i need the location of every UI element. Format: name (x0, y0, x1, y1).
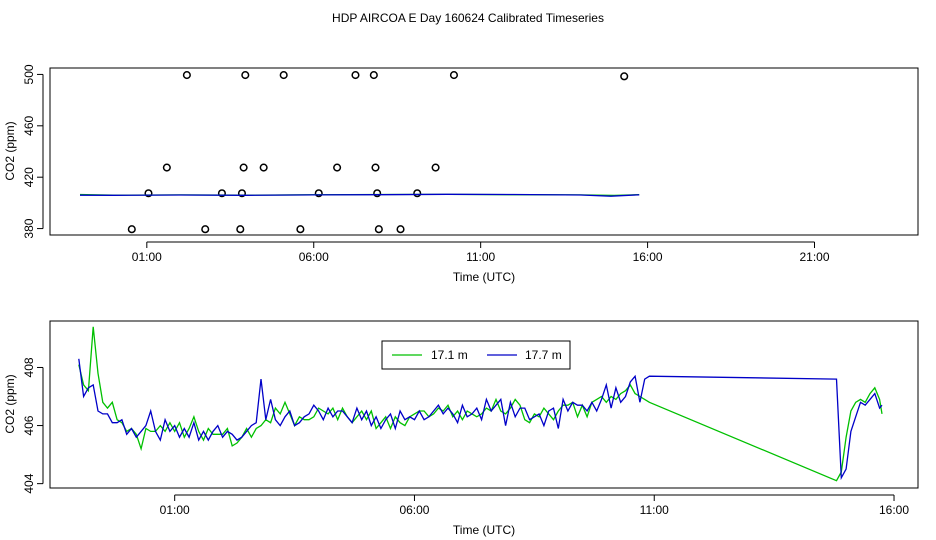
calibration-point (201, 225, 210, 234)
series-line-2 (79, 193, 640, 197)
y-tick-label: 406 (22, 415, 36, 435)
calibration-point (373, 189, 382, 198)
calibration-point (333, 163, 342, 172)
bottom-plot-frame (49, 320, 919, 489)
bottom-y-axis-label: CO2 (ppm) (3, 374, 17, 433)
x-tick-label: 11:00 (640, 503, 669, 517)
calibration-point (374, 225, 383, 234)
x-tick-label: 06:00 (299, 250, 329, 264)
top-y-axis: 380 420 460 500 (22, 64, 44, 239)
top-y-axis-label: CO2 (ppm) (3, 121, 17, 180)
calibration-point (241, 71, 250, 80)
calibration-point (162, 163, 171, 172)
chart-legend: 17.1 m 17.7 m (381, 340, 571, 370)
calibration-point (239, 163, 248, 172)
bottom-x-axis: 01:00 06:00 11:00 16:00 (160, 494, 909, 517)
x-tick-label: 06:00 (399, 503, 429, 517)
calibration-point (431, 163, 440, 172)
y-tick-label: 500 (22, 64, 36, 84)
calibration-point (371, 163, 380, 172)
legend-label-series-1: 17.1 m (431, 348, 468, 362)
y-tick-label: 408 (22, 357, 36, 377)
top-x-axis-label: Time (UTC) (453, 270, 515, 284)
bottom-chart-panel: 01:00 06:00 11:00 16:00 404 406 408 Time (UTC… (3, 320, 919, 537)
y-tick-label: 404 (22, 473, 36, 493)
x-tick-label: 16:00 (879, 503, 909, 517)
calibration-point (620, 72, 629, 81)
bottom-y-axis: 404 406 408 (22, 357, 44, 494)
x-tick-label: 16:00 (633, 250, 663, 264)
calibration-point (296, 225, 305, 234)
calibration-point (144, 189, 153, 198)
calibration-point (413, 189, 422, 198)
calibration-point (351, 71, 360, 80)
page-title: HDP AIRCOA E Day 160624 Calibrated Times… (332, 11, 604, 25)
calibration-point (259, 163, 268, 172)
calibration-point (279, 71, 288, 80)
series-line-1 (78, 326, 883, 482)
calibration-point (182, 71, 191, 80)
bottom-x-axis-label: Time (UTC) (453, 523, 515, 537)
calibration-point (237, 189, 247, 198)
calibration-point (217, 189, 226, 198)
top-plot-frame (49, 67, 919, 236)
calibration-point (314, 189, 323, 198)
calibration-point (449, 71, 459, 80)
bottom-series-lines (78, 326, 883, 482)
x-tick-label: 21:00 (799, 250, 829, 264)
x-tick-label: 11:00 (466, 250, 495, 264)
y-tick-label: 420 (22, 167, 36, 187)
calibration-point (396, 225, 405, 234)
legend-label-series-2: 17.7 m (525, 348, 562, 362)
top-series-lines (79, 193, 640, 197)
calibration-points (127, 71, 629, 234)
calibration-point (127, 225, 136, 234)
calibration-point (236, 225, 245, 234)
top-x-axis: 01:00 06:00 11:00 16:00 21:00 (132, 241, 830, 264)
calibration-point (369, 71, 378, 80)
x-tick-label: 01:00 (160, 503, 190, 517)
y-tick-label: 380 (22, 218, 36, 238)
top-chart-panel: 01:00 06:00 11:00 16:00 21:00 380 420 460 500 T… (3, 64, 919, 284)
x-tick-label: 01:00 (132, 250, 162, 264)
series-line-2 (78, 358, 883, 481)
y-tick-label: 460 (22, 115, 36, 135)
